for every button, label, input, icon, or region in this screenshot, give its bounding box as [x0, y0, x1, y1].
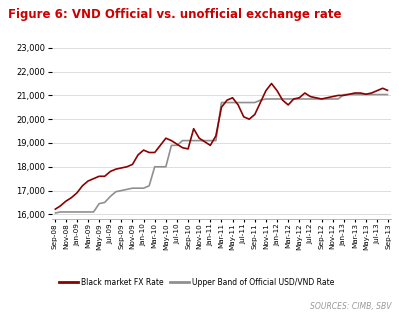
Text: Figure 6: VND Official vs. unofficial exchange rate: Figure 6: VND Official vs. unofficial ex… [8, 8, 342, 21]
Text: SOURCES: CIMB, SBV: SOURCES: CIMB, SBV [310, 302, 391, 311]
Legend: Black market FX Rate, Upper Band of Official USD/VND Rate: Black market FX Rate, Upper Band of Offi… [56, 275, 337, 290]
